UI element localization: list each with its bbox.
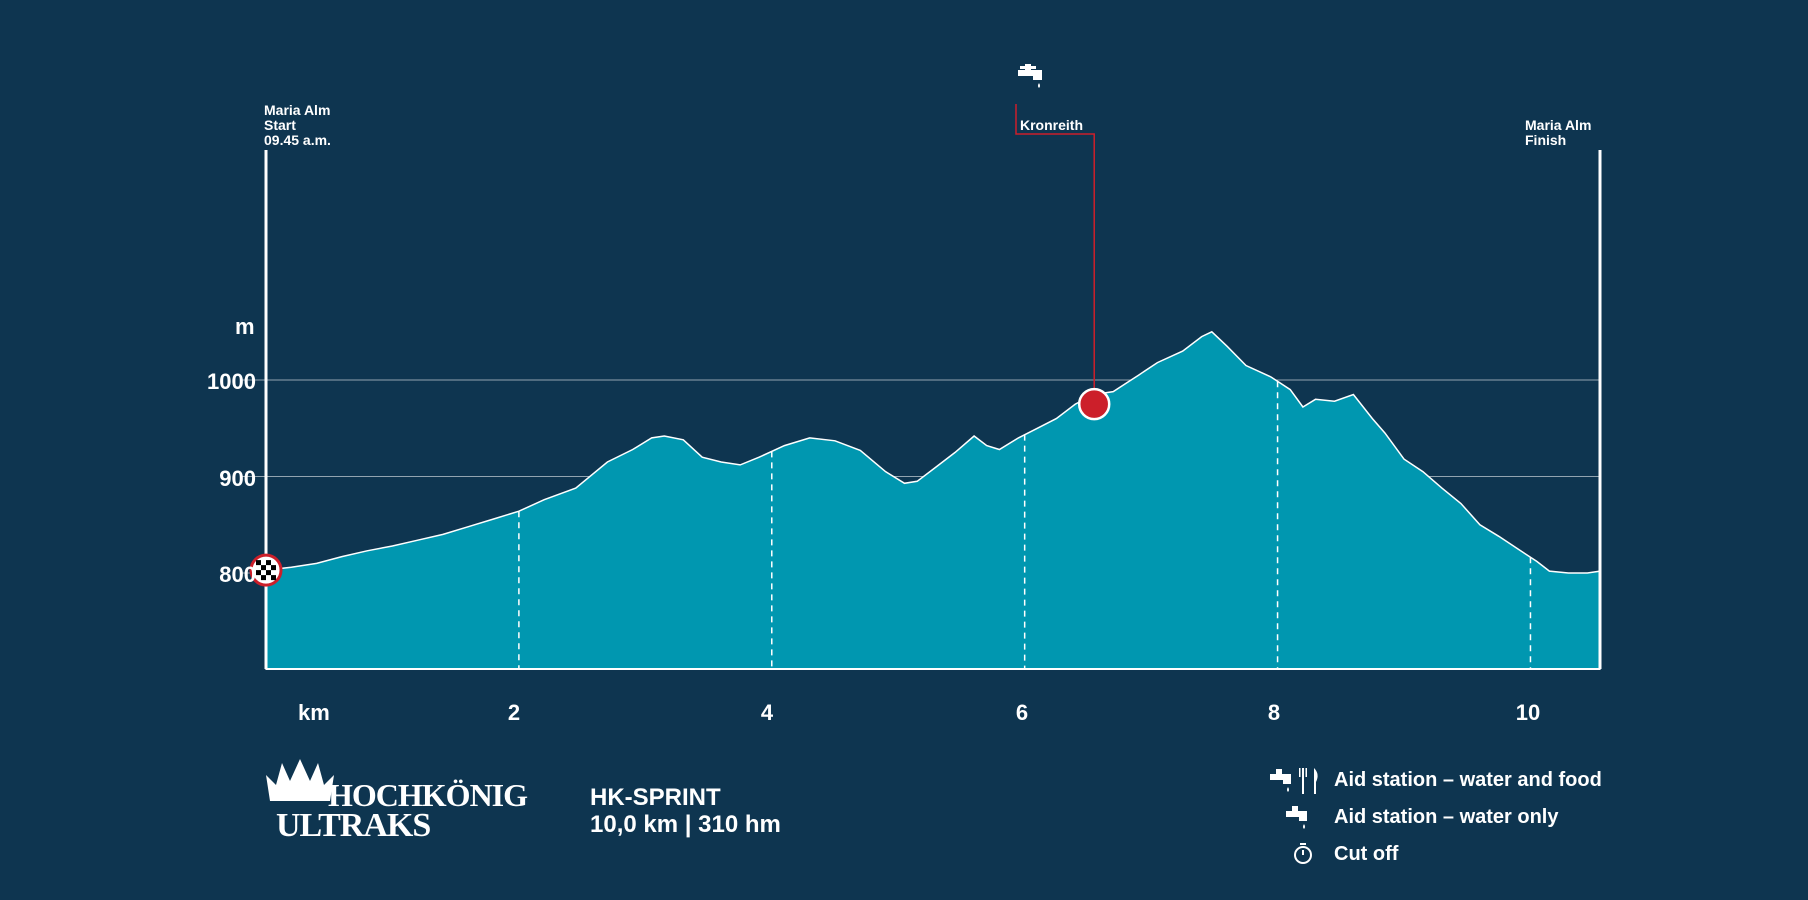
stopwatch-icon [1294, 843, 1312, 864]
y-tick-label: 1000 [207, 369, 256, 394]
legend-item-cut-off: Cut off [1270, 840, 1610, 870]
y-tick-label: 900 [219, 466, 256, 491]
x-tick-label: 10 [1515, 700, 1541, 725]
legend-item-water-food: Aid station – water and food [1270, 766, 1610, 796]
x-axis-label: km [298, 700, 330, 725]
tap-fork-knife-icon [1270, 768, 1318, 794]
aid-station-marker [1077, 387, 1111, 421]
legend-text: Aid station – water only [1334, 806, 1559, 828]
x-tick-label: 6 [1015, 700, 1029, 725]
legend-text: Aid station – water and food [1334, 769, 1602, 791]
y-axis-label: m [235, 314, 255, 339]
tap-icon [1018, 64, 1042, 88]
hochkoenig-ultraks-logo: HOCHKÖNIG ULTRAKS [262, 755, 552, 850]
race-stats: 10,0 km | 310 hm [590, 811, 781, 838]
y-tick-label: 800 [219, 562, 256, 587]
x-tick-label: 2 [507, 700, 521, 725]
elevation-area [265, 330, 1601, 670]
crown-icon [266, 759, 334, 801]
finish-location-label: Maria Alm Finish [1525, 117, 1592, 148]
start-location-label: Maria Alm Start 09.45 a.m. [264, 102, 331, 148]
race-name: HK-SPRINT [590, 784, 721, 811]
x-tick-label: 8 [1267, 700, 1281, 725]
km-lines [518, 381, 1532, 669]
tap-icon [1286, 806, 1307, 829]
markers [249, 387, 1111, 587]
legend-item-water-only: Aid station – water only [1270, 803, 1610, 833]
start-flag-marker [249, 553, 283, 587]
x-tick-label: 4 [760, 700, 774, 725]
legend-text: Cut off [1334, 843, 1399, 865]
logo-line-2: ULTRAKS [276, 807, 431, 844]
kronreith-label: Kronreith [1020, 117, 1083, 133]
aid-station-leader-line [1015, 104, 1095, 390]
logo-line-1: HOCHKÖNIG [328, 777, 528, 813]
